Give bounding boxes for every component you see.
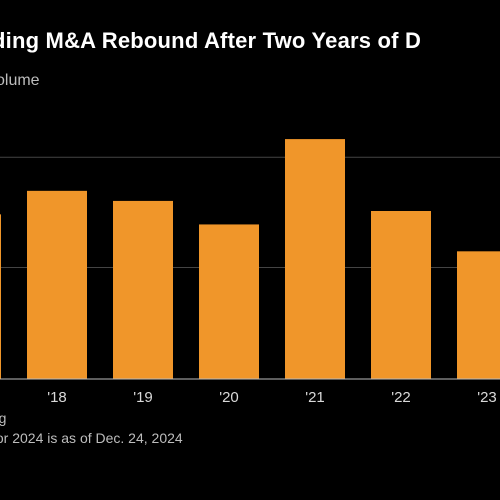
- bar-3: [199, 224, 259, 379]
- source-note: rg: [0, 410, 7, 426]
- bar-5: [371, 211, 431, 379]
- chart-title: ding M&A Rebound After Two Years of D: [0, 28, 422, 53]
- x-tick-label-5: '22: [391, 389, 411, 406]
- x-tick-labels: '18 '19 '20 '21 '22 '23: [47, 389, 497, 406]
- bars: [0, 139, 500, 379]
- x-tick-label-6: '23: [477, 389, 497, 406]
- bar-1: [27, 190, 87, 379]
- x-tick-label-1: '18: [47, 389, 67, 406]
- chart-subtitle: olume: [0, 72, 40, 89]
- bar-4: [285, 139, 345, 379]
- x-tick-label-4: '21: [305, 389, 325, 406]
- data-note: for 2024 is as of Dec. 24, 2024: [0, 430, 183, 446]
- x-tick-label-3: '20: [219, 389, 239, 406]
- x-tick-label-2: '19: [133, 389, 153, 406]
- bar-0: [0, 214, 1, 379]
- bar-6: [457, 251, 500, 379]
- bar-2: [113, 200, 173, 379]
